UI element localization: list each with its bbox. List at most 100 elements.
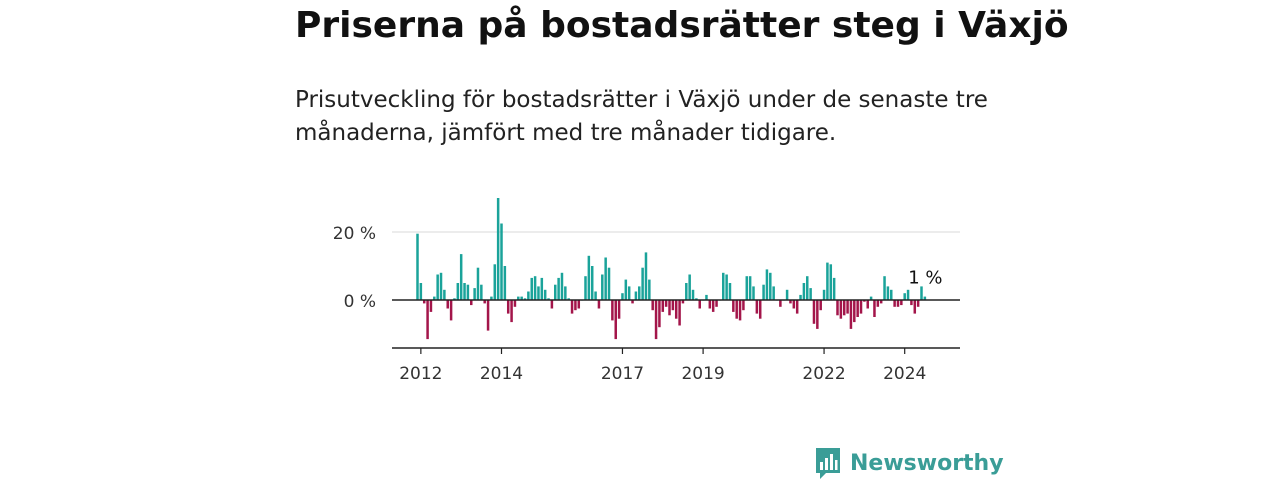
label-layer: 0 % 20 % 2012 2014 2017 2019 2022 2024 1 % <box>333 224 943 384</box>
bar <box>785 289 789 300</box>
y-tick-label: 0 % <box>344 292 376 312</box>
bar <box>745 276 749 300</box>
bar <box>846 300 849 314</box>
bar <box>674 300 678 319</box>
bar <box>802 283 806 300</box>
bar <box>654 300 658 340</box>
bar <box>819 300 822 311</box>
bar <box>577 300 581 309</box>
bar <box>728 283 732 300</box>
bar <box>853 300 856 323</box>
x-tick-label: 2019 <box>681 364 724 384</box>
bar <box>648 279 651 300</box>
y-tick-label: 20 % <box>333 224 376 244</box>
bar <box>570 300 574 314</box>
bar <box>422 300 426 304</box>
bar <box>621 293 624 300</box>
bar <box>550 300 554 309</box>
bar <box>863 300 866 302</box>
bar <box>812 300 816 324</box>
bar <box>900 300 903 306</box>
bar <box>910 300 913 306</box>
bar <box>513 300 517 307</box>
bar <box>671 300 675 311</box>
bar <box>644 252 648 300</box>
bar <box>533 276 537 300</box>
bar <box>715 300 718 307</box>
bar <box>856 300 859 317</box>
bar <box>923 296 927 300</box>
bar <box>866 300 869 309</box>
bar <box>453 298 456 300</box>
bar <box>735 300 738 319</box>
bar <box>614 300 617 340</box>
bar <box>903 293 906 300</box>
bar <box>809 288 812 300</box>
bar <box>510 300 513 323</box>
x-tick-label: 2022 <box>802 364 845 384</box>
x-tick-label: 2024 <box>883 364 926 384</box>
bar <box>466 284 470 300</box>
bar <box>523 298 527 300</box>
bar <box>705 294 708 300</box>
bar <box>738 300 742 321</box>
x-tick-label: 2012 <box>399 364 442 384</box>
bar <box>574 300 577 311</box>
bar <box>601 274 604 300</box>
bar <box>500 223 503 300</box>
bar <box>826 262 829 300</box>
bar <box>527 291 530 300</box>
bar <box>486 300 490 331</box>
bar <box>883 276 886 300</box>
bar <box>691 289 695 300</box>
bar <box>560 272 564 300</box>
bar <box>503 266 507 300</box>
bar <box>886 286 890 300</box>
x-tick-label: 2014 <box>480 364 523 384</box>
bar <box>779 300 782 307</box>
bar <box>799 294 802 300</box>
bar <box>842 300 846 316</box>
last-value-label: 1 % <box>908 268 942 289</box>
bar <box>436 274 439 300</box>
bar <box>543 289 547 300</box>
bar <box>419 283 423 300</box>
bar <box>816 300 819 329</box>
bar <box>483 300 486 304</box>
bar <box>439 272 443 300</box>
bar <box>554 284 557 300</box>
bar <box>920 286 923 300</box>
bar <box>641 267 644 300</box>
bar <box>459 254 463 300</box>
bar <box>624 279 628 300</box>
bar <box>890 289 893 300</box>
bar <box>426 300 429 340</box>
bars-layer <box>416 198 927 340</box>
newsworthy-logo: Newsworthy <box>814 446 1004 480</box>
bar <box>638 286 641 300</box>
bar <box>792 300 796 309</box>
bar <box>496 198 500 300</box>
bar <box>594 291 597 300</box>
bar <box>476 267 480 300</box>
bar <box>748 276 752 300</box>
bar <box>567 298 570 300</box>
bar <box>597 300 601 309</box>
bar <box>698 300 701 309</box>
bar <box>540 277 544 300</box>
bar <box>530 277 533 300</box>
bar <box>789 300 792 304</box>
bar <box>859 300 863 314</box>
bar <box>520 296 523 300</box>
axis-layer <box>392 299 960 354</box>
bar <box>493 264 497 300</box>
bar <box>617 300 621 319</box>
bar <box>661 300 665 312</box>
bar <box>742 300 745 311</box>
bar <box>681 300 685 304</box>
chart-subtitle: Prisutveckling för bostadsrätter i Växjö… <box>295 87 988 146</box>
bar <box>443 289 446 300</box>
bar <box>678 300 681 326</box>
bar <box>822 289 826 300</box>
